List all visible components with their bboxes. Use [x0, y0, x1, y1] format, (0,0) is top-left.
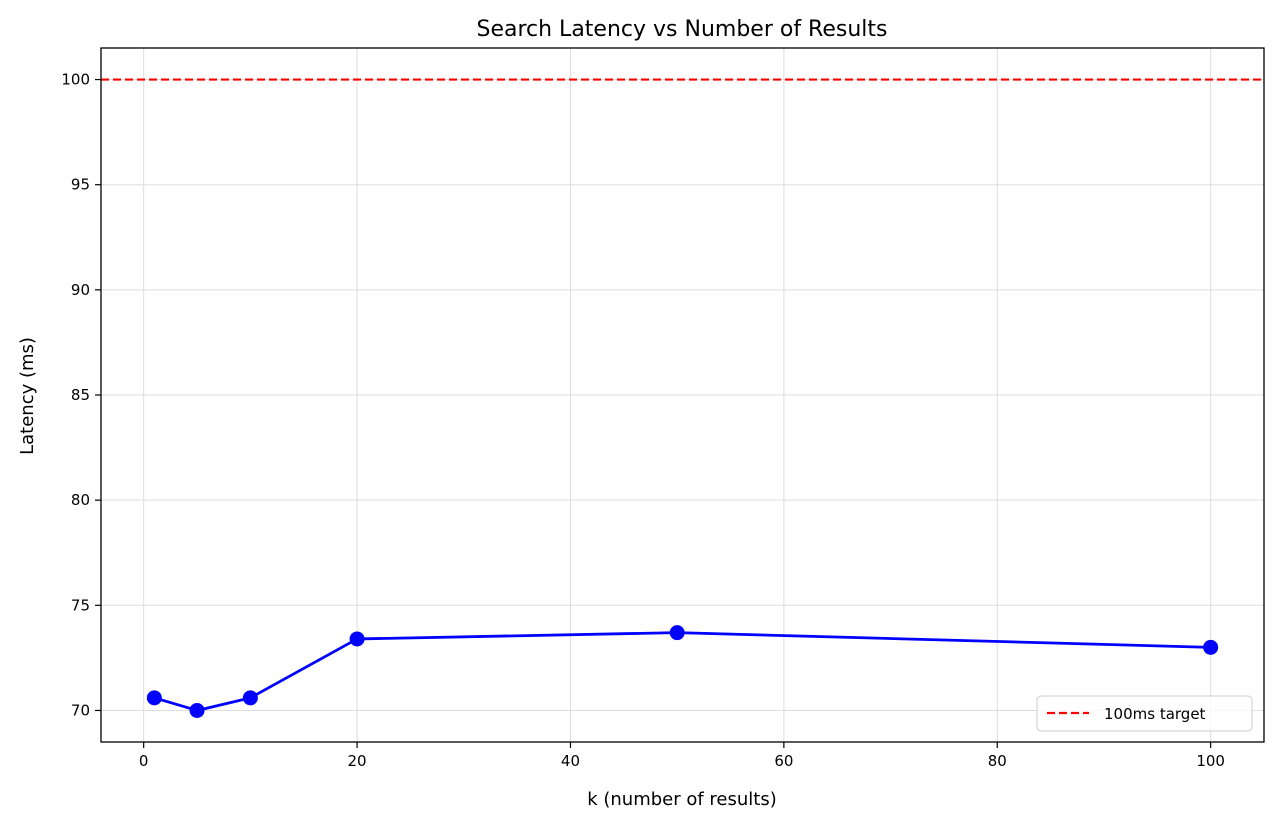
y-tick-label: 95 — [71, 176, 90, 194]
x-tick-label: 40 — [561, 752, 580, 770]
chart-title: Search Latency vs Number of Results — [476, 17, 887, 42]
legend-box — [1036, 695, 1253, 732]
x-tick-label: 80 — [988, 752, 1007, 770]
latency-data-point — [1203, 639, 1219, 655]
x-tick-label: 100 — [1196, 752, 1225, 770]
latency-data-point — [349, 631, 365, 647]
y-tick-label: 85 — [71, 386, 90, 404]
x-tick-label: 60 — [774, 752, 793, 770]
latency-data-point — [189, 702, 205, 718]
y-tick-label: 70 — [71, 701, 90, 719]
latency-data-point — [146, 690, 162, 706]
legend: 100ms target — [1036, 695, 1253, 732]
latency-data-point — [669, 625, 685, 641]
x-axis-label: k (number of results) — [587, 789, 777, 810]
latency-data-point — [242, 690, 258, 706]
y-tick-label: 100 — [61, 71, 90, 89]
series-layer — [146, 625, 1219, 718]
y-tick-label: 90 — [71, 281, 90, 299]
legend-label-target: 100ms target — [1104, 705, 1206, 723]
y-tick-label: 80 — [71, 491, 90, 509]
x-tick-label: 20 — [348, 752, 367, 770]
y-tick-label: 75 — [71, 596, 90, 614]
x-tick-label: 0 — [139, 752, 149, 770]
axis-ticks: 0 20 40 60 80 100 70 75 80 85 90 95 100 — [61, 71, 1225, 770]
y-axis-label: Latency (ms) — [17, 337, 38, 455]
